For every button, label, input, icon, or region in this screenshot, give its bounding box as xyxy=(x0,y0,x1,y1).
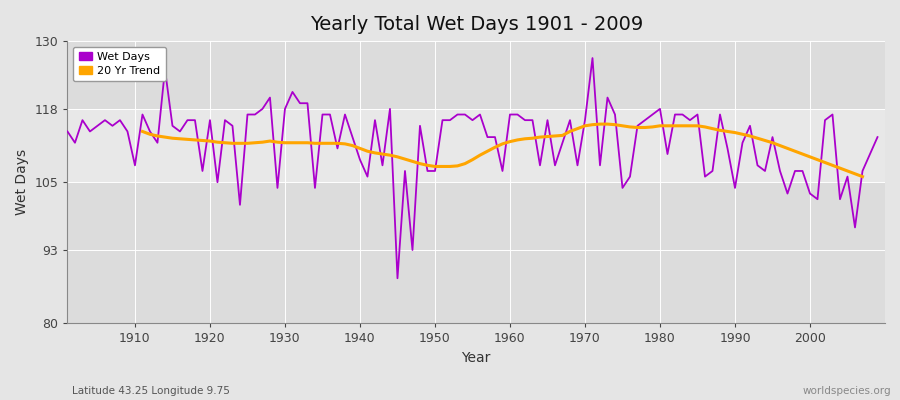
20 Yr Trend xyxy=(699,124,710,129)
Y-axis label: Wet Days: Wet Days xyxy=(15,149,29,215)
Wet Days xyxy=(392,276,403,281)
Wet Days xyxy=(287,90,298,94)
X-axis label: Year: Year xyxy=(462,351,490,365)
Wet Days xyxy=(872,135,883,140)
Wet Days xyxy=(587,56,598,60)
Wet Days xyxy=(512,112,523,117)
Legend: Wet Days, 20 Yr Trend: Wet Days, 20 Yr Trend xyxy=(73,47,166,81)
Text: worldspecies.org: worldspecies.org xyxy=(803,386,891,396)
Line: Wet Days: Wet Days xyxy=(68,58,878,278)
Wet Days xyxy=(609,112,620,117)
Wet Days xyxy=(505,112,516,117)
20 Yr Trend xyxy=(137,129,148,134)
20 Yr Trend xyxy=(159,135,170,140)
Wet Days xyxy=(332,146,343,151)
Title: Yearly Total Wet Days 1901 - 2009: Yearly Total Wet Days 1901 - 2009 xyxy=(310,15,643,34)
Wet Days xyxy=(62,129,73,134)
20 Yr Trend xyxy=(595,122,606,126)
Bar xyxy=(68,109,885,182)
20 Yr Trend xyxy=(497,142,508,146)
20 Yr Trend xyxy=(857,174,868,179)
20 Yr Trend xyxy=(550,134,561,138)
Text: Latitude 43.25 Longitude 9.75: Latitude 43.25 Longitude 9.75 xyxy=(72,386,230,396)
20 Yr Trend xyxy=(190,138,201,142)
20 Yr Trend xyxy=(325,141,336,146)
Wet Days xyxy=(122,129,133,134)
Line: 20 Yr Trend: 20 Yr Trend xyxy=(142,124,862,177)
